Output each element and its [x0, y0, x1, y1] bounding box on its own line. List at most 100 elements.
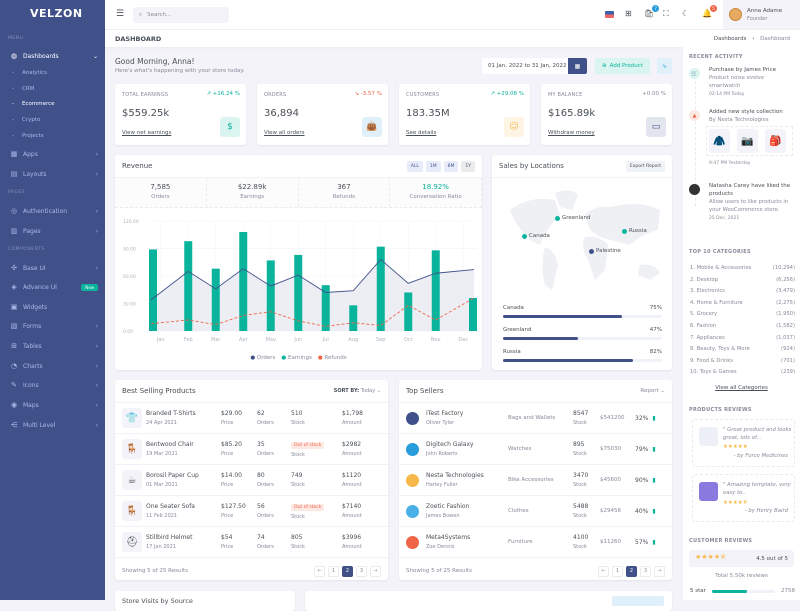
category-item[interactable]: 1. Mobile & Accessories (10,294): [690, 265, 795, 271]
bag-image[interactable]: 🎒: [765, 129, 786, 153]
world-map[interactable]: [500, 185, 665, 300]
date-range-input[interactable]: 01 Jan, 2022 to 31 Jan, 2022: [482, 58, 568, 74]
map-marker-canada[interactable]: Canada: [522, 233, 550, 239]
add-product-button[interactable]: ⊕ Add Product: [595, 58, 650, 74]
product-row[interactable]: ☕ Borosil Paper Cup 01 Mar 2021 $14.00 Pri…: [115, 465, 388, 496]
product-date: 17 Jan 2021: [146, 544, 176, 550]
kpi-link[interactable]: Withdraw money: [548, 130, 595, 136]
logo[interactable]: VELZON: [30, 7, 83, 20]
page-3[interactable]: 3: [640, 565, 651, 577]
sidebar-item-maps[interactable]: ◉ Maps ›: [10, 401, 98, 409]
filter-6m[interactable]: 6M: [443, 160, 459, 172]
user-menu[interactable]: Anna Adame Founder: [723, 0, 800, 29]
cart-icon[interactable]: 🛍 7: [644, 5, 660, 18]
category-item[interactable]: 4. Home & Furniture (2,275): [690, 300, 795, 306]
dark-mode-icon[interactable]: ☾: [682, 9, 690, 18]
seller-row[interactable]: Zoetic Fashion James Bowen Clothes 5488 St…: [399, 496, 672, 527]
sidebar-item-authentication[interactable]: ◎ Authentication ›: [10, 207, 98, 215]
jacket-image[interactable]: 🧥: [709, 129, 730, 153]
us-flag-icon[interactable]: [605, 11, 614, 18]
search-input[interactable]: ⌕ Search...: [133, 7, 229, 23]
sidebar-subitem-analytics[interactable]: Analytics: [12, 70, 47, 76]
legend-item[interactable]: ● Refunds: [318, 355, 347, 361]
sidebar-item-tables[interactable]: ⊞ Tables ›: [10, 342, 98, 350]
category-item[interactable]: 5. Grocery (1,950): [690, 311, 795, 317]
sidebar-item-icons[interactable]: ✎ Icons ›: [10, 381, 98, 389]
filter-1y[interactable]: 1Y: [461, 160, 475, 172]
sidebar-item-advance-ui[interactable]: ◈ Advance UI New: [10, 283, 98, 291]
seller-name[interactable]: Meta4Systems: [426, 534, 471, 541]
activity-toggle-icon[interactable]: ∿: [657, 58, 672, 74]
sidebar-subitem-projects[interactable]: Projects: [12, 133, 44, 139]
category-item[interactable]: 3. Electronics (3,479): [690, 288, 795, 294]
export-report-button[interactable]: Export Report: [625, 160, 665, 172]
product-row[interactable]: 🪑 Bentwood Chair 19 Mar 2021 $85.20 Price …: [115, 434, 388, 465]
page-1[interactable]: 1: [328, 565, 339, 577]
seller-name[interactable]: iTest Factory: [426, 410, 464, 417]
seller-name[interactable]: Nesta Technologies: [426, 472, 484, 479]
generate-report-button[interactable]: [612, 596, 664, 606]
category-item[interactable]: 9. Food & Drinks (701): [690, 358, 795, 364]
map-marker-palestine[interactable]: Palestine: [589, 248, 621, 254]
page-prev[interactable]: ←: [598, 565, 609, 577]
category-item[interactable]: 8. Beauty, Toys & More (924): [690, 346, 795, 352]
product-name[interactable]: Branded T-Shirts: [146, 410, 196, 417]
camera-image[interactable]: 📷: [737, 129, 758, 153]
calendar-icon[interactable]: ▦: [568, 58, 587, 74]
product-row[interactable]: ⛑ Stillbird Helmet 17 Jan 2021 $54 Price 7…: [115, 527, 388, 558]
sidebar-item-pages[interactable]: ▥ Pages ›: [10, 227, 98, 235]
category-item[interactable]: 2. Desktop (6,256): [690, 277, 795, 283]
seller-row[interactable]: Meta4Systems Zoe Dennis Furniture 4100 Sto…: [399, 527, 672, 558]
apps-grid-icon[interactable]: ⊞: [625, 9, 632, 18]
view-all-categories-link[interactable]: View all Categories: [715, 385, 768, 391]
seller-row[interactable]: Nesta Technologies Harley Fuller Bike Acc…: [399, 465, 672, 496]
product-name[interactable]: Borosil Paper Cup: [146, 472, 199, 479]
category-item[interactable]: 7. Appliances (1,037): [690, 335, 795, 341]
kpi-link[interactable]: View net earnings: [122, 130, 172, 136]
seller-row[interactable]: iTest Factory Oliver Tyler Bags and Walle…: [399, 403, 672, 434]
product-name[interactable]: Bentwood Chair: [146, 441, 194, 448]
sidebar-subitem-crypto[interactable]: Crypto: [12, 117, 40, 123]
sidebar-item-multi-level[interactable]: ⋲ Multi Level ›: [10, 421, 99, 429]
kpi-link[interactable]: View all orders: [264, 130, 305, 136]
page-next[interactable]: →: [370, 565, 381, 577]
sidebar-item-layouts[interactable]: ▤ Layouts ›: [10, 170, 98, 178]
sidebar-item-charts[interactable]: ◔ Charts ›: [10, 362, 98, 370]
seller-row[interactable]: Digitech Galaxy John Roberts Watches 895 S…: [399, 434, 672, 465]
page-3[interactable]: 3: [356, 565, 367, 577]
page-1[interactable]: 1: [612, 565, 623, 577]
page-prev[interactable]: ←: [314, 565, 325, 577]
product-row[interactable]: 🪑 One Seater Sofa 11 Feb 2021 $127.50 Pric…: [115, 496, 388, 527]
breadcrumb-link[interactable]: Dashboards: [713, 36, 747, 42]
seller-name[interactable]: Digitech Galaxy: [426, 441, 474, 448]
hamburger-icon[interactable]: ☰: [116, 9, 125, 19]
filter-all[interactable]: ALL: [406, 160, 423, 172]
sidebar-item-base-ui[interactable]: ✣ Base UI ›: [10, 264, 98, 272]
legend-item[interactable]: ● Orders: [250, 355, 275, 361]
sort-dropdown[interactable]: SORT BY: Today ⌄: [334, 388, 381, 394]
product-row[interactable]: 👕 Branded T-Shirts 24 Apr 2021 $29.00 Pric…: [115, 403, 388, 434]
kpi-link[interactable]: See details: [406, 130, 437, 136]
seller-name[interactable]: Zoetic Fashion: [426, 503, 470, 510]
filter-1m[interactable]: 1M: [425, 160, 441, 172]
legend-item[interactable]: ● Earnings: [281, 355, 311, 361]
sidebar-item-apps[interactable]: ▦ Apps ›: [10, 150, 98, 158]
sidebar-item-forms[interactable]: ▧ Forms ›: [10, 322, 98, 330]
page-2[interactable]: 2: [342, 565, 353, 577]
sidebar-item-widgets[interactable]: ▣ Widgets: [10, 303, 98, 311]
sidebar-subitem-crm[interactable]: CRM: [12, 86, 34, 92]
category-item[interactable]: 6. Fashion (1,582): [690, 323, 795, 329]
fullscreen-icon[interactable]: ⛶: [663, 9, 669, 18]
sidebar-item-dashboards[interactable]: ◍ Dashboards ⌄: [10, 52, 98, 60]
map-marker-russia[interactable]: Russia: [622, 228, 647, 234]
page-2[interactable]: 2: [626, 565, 637, 577]
category-item[interactable]: 10. Toys & Games (239): [690, 369, 795, 375]
product-name[interactable]: Stillbird Helmet: [146, 534, 193, 541]
bell-icon[interactable]: 🔔 5: [702, 5, 717, 18]
map-marker-greenland[interactable]: Greenland: [555, 215, 591, 221]
report-dropdown[interactable]: Report ⌄: [640, 388, 665, 394]
product-name[interactable]: One Seater Sofa: [146, 503, 195, 510]
sidebar-subitem-ecommerce[interactable]: Ecommerce: [12, 101, 55, 107]
dashboard-icon: ◍: [10, 52, 18, 60]
page-next[interactable]: →: [654, 565, 665, 577]
